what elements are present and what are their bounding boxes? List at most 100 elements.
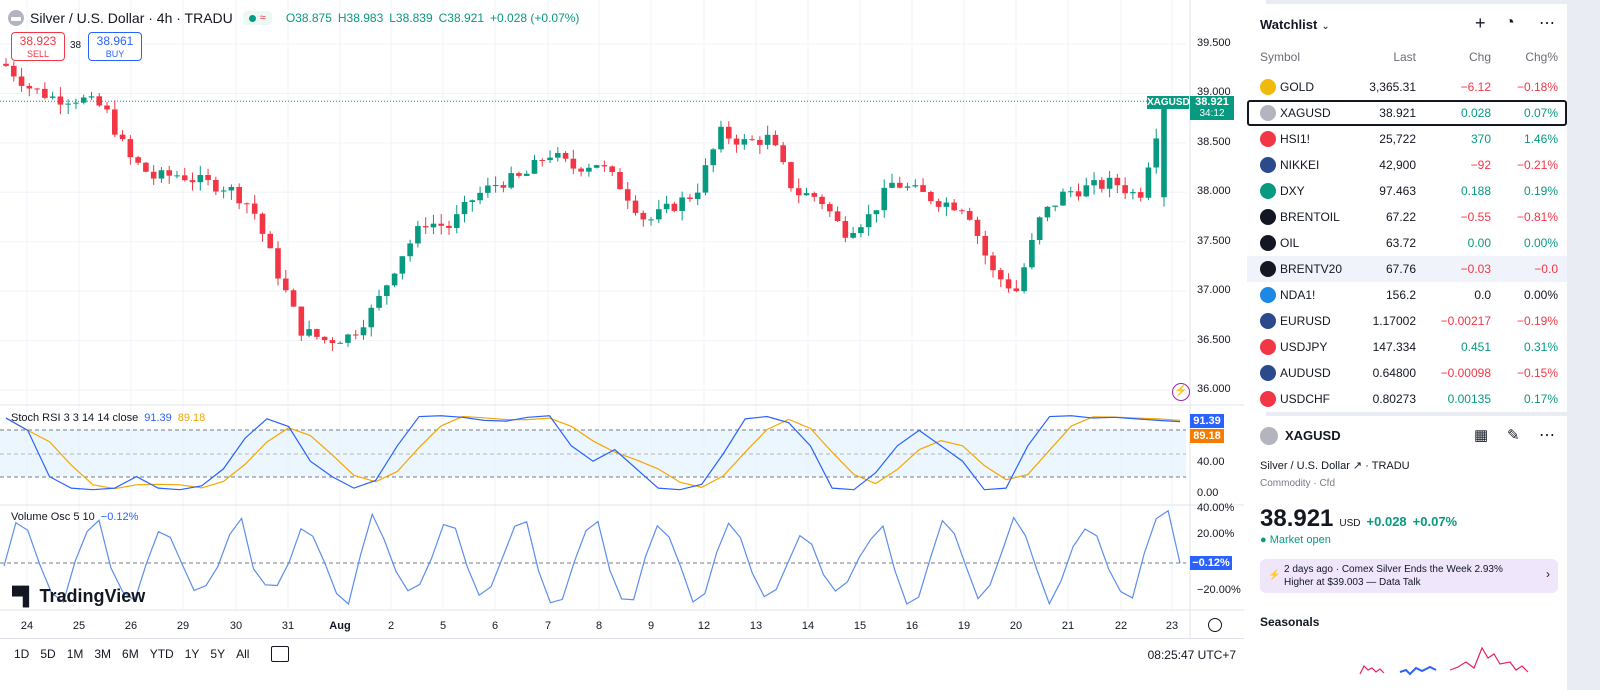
tradingview-logo[interactable]: ▀▌ TradingView [12, 586, 145, 607]
pie-chart-icon[interactable]: ◔ [1505, 14, 1515, 31]
range-1d[interactable]: 1D [14, 646, 30, 661]
watchlist-row[interactable]: BRENTOIL 67.22 −0.55 −0.81% [1247, 204, 1567, 230]
candle-body [73, 102, 79, 104]
watchlist-chgp: −0.81% [1516, 210, 1558, 224]
details-more-icon[interactable]: ⋯ [1539, 427, 1555, 444]
watchlist-chgp: 0.00% [1523, 288, 1558, 302]
watchlist-row[interactable]: EURUSD 1.17002 −0.00217 −0.19% [1247, 308, 1567, 334]
time-axis-label: 30 [229, 620, 243, 632]
col-chg[interactable]: Chg [1468, 50, 1491, 64]
candle-body [1145, 167, 1152, 198]
change-value: +0.028 (+0.07%) [490, 11, 580, 25]
trade-quantity[interactable]: 38 [70, 40, 82, 51]
time-axis-label: 9 [647, 620, 655, 632]
market-status-indicator[interactable]: ≈ [242, 11, 272, 25]
candle-body [166, 170, 173, 176]
watchlist-symbol: NDA1! [1280, 288, 1316, 302]
watchlist-row[interactable]: NIKKEI 42,900 −92 −0.21% [1247, 152, 1567, 178]
range-6m[interactable]: 6M [122, 646, 139, 661]
candle-body [788, 162, 794, 189]
volume-osc-line [3, 509, 1181, 606]
lightning-icon[interactable]: ⚡ [1172, 383, 1190, 401]
col-symbol[interactable]: Symbol [1260, 50, 1301, 64]
watchlist-row[interactable]: BRENTV20 67.76 −0.03 −0.0 [1247, 256, 1567, 282]
more-icon[interactable]: ⋯ [1539, 15, 1555, 32]
external-link-icon[interactable]: ↗ [1352, 460, 1363, 472]
candle-body [438, 223, 445, 226]
range-3m[interactable]: 3M [94, 646, 112, 661]
add-symbol-icon[interactable]: + [1475, 13, 1486, 33]
watchlist-row[interactable]: USDJPY 147.334 0.451 0.31% [1247, 334, 1567, 360]
watchlist-title[interactable]: Watchlist ⌄ [1260, 17, 1330, 32]
watchlist-row[interactable]: OIL 63.72 0.00 0.00% [1247, 230, 1567, 256]
candle-body [523, 173, 530, 176]
candle-body [1083, 185, 1090, 197]
clock[interactable]: 08:25:47 UTC+7 [1147, 648, 1236, 662]
range-5y[interactable]: 5Y [210, 646, 226, 661]
calendar-range-icon[interactable] [271, 645, 290, 662]
time-axis-label: 29 [176, 620, 190, 632]
sell-button[interactable]: 38.923 SELL [11, 32, 65, 61]
watchlist-chgp: −0.0 [1534, 262, 1558, 276]
time-axis-label: 12 [697, 620, 711, 632]
candle-body [415, 226, 421, 244]
candle-body [827, 204, 833, 212]
watchlist-chgp: 0.00% [1523, 236, 1558, 250]
candle-body [1099, 180, 1105, 189]
details-symbol[interactable]: XAGUSD [1285, 428, 1341, 443]
range-1y[interactable]: 1Y [184, 646, 200, 661]
details-name[interactable]: Silver / U.S. Dollar [1260, 460, 1350, 472]
grid-icon[interactable]: ▦ [1474, 427, 1489, 444]
watchlist-row[interactable]: AUDUSD 0.64800 −0.00098 −0.15% [1247, 360, 1567, 386]
time-axis-label: 21 [1061, 620, 1075, 632]
watchlist-row[interactable]: GOLD 3,365.31 −6.12 −0.18% [1247, 74, 1567, 100]
gear-icon[interactable] [1208, 618, 1222, 632]
watchlist-last: 3,365.31 [1369, 80, 1416, 94]
volume-osc-legend[interactable]: Volume Osc 5 10 −0.12% [11, 511, 138, 523]
watchlist-row[interactable]: XAGUSD 38.921 0.028 0.07% [1247, 100, 1567, 126]
watchlist-symbol: USDCHF [1280, 392, 1330, 406]
buy-button[interactable]: 38.961 BUY [88, 32, 142, 61]
range-1m[interactable]: 1M [66, 646, 84, 661]
candle-body [508, 173, 514, 188]
col-last[interactable]: Last [1393, 50, 1416, 64]
seasonals-chart [1359, 646, 1529, 676]
watchlist-chgp: −0.19% [1516, 314, 1558, 328]
range-all[interactable]: All [236, 646, 250, 661]
candle-body [928, 191, 934, 202]
candle-body [920, 185, 926, 192]
watchlist-last: 147.334 [1372, 340, 1416, 354]
chart-title[interactable]: Silver / U.S. Dollar · 4h · TRADU [30, 10, 233, 26]
watchlist-row[interactable]: USDCHF 0.80273 0.00135 0.17% [1247, 386, 1567, 412]
news-banner[interactable]: ⚡ 2 days ago · Comex Silver Ends the Wee… [1260, 559, 1558, 593]
watchlist-row[interactable]: HSI1! 25,722 370 1.46% [1247, 126, 1567, 152]
watchlist-last: 67.76 [1385, 262, 1416, 276]
range-5d[interactable]: 5D [40, 646, 56, 661]
chart-panel[interactable]: Silver / U.S. Dollar · 4h · TRADU ≈ O38.… [0, 0, 1266, 690]
candle-body [904, 186, 911, 188]
price-axis-label: 36.500 [1197, 333, 1231, 346]
candle-body [150, 171, 157, 179]
candle-body [96, 96, 103, 106]
candle-body [399, 256, 406, 274]
stoch-rsi-legend[interactable]: Stoch RSI 3 3 14 14 close 91.39 89.18 [11, 412, 205, 424]
chart-canvas[interactable] [0, 0, 1244, 638]
edit-icon[interactable]: ✎ [1507, 427, 1520, 444]
candle-body [57, 96, 64, 105]
candle-body [795, 188, 802, 196]
stoch-axis-40: 40.00 [1197, 456, 1225, 468]
candle-body [562, 152, 569, 159]
watchlist-row[interactable]: DXY 97.463 0.188 0.19% [1247, 178, 1567, 204]
candle-body [329, 340, 336, 344]
seasonals-title[interactable]: Seasonals [1260, 615, 1320, 629]
market-status: ● Market open [1260, 534, 1331, 546]
candle-body [1091, 180, 1097, 186]
watchlist-row[interactable]: NDA1! 156.2 0.0 0.00% [1247, 282, 1567, 308]
range-ytd[interactable]: YTD [149, 646, 174, 661]
watchlist-symbol: BRENTOIL [1280, 210, 1340, 224]
col-chgp[interactable]: Chg% [1525, 50, 1558, 64]
time-axis-label: 24 [20, 620, 34, 632]
candle-body [1130, 192, 1136, 194]
bottom-toolbar: 1D 5D 1M 3M 6M YTD 1Y 5Y All 08:25:47 UT… [0, 638, 1244, 668]
candle-body [135, 157, 141, 163]
